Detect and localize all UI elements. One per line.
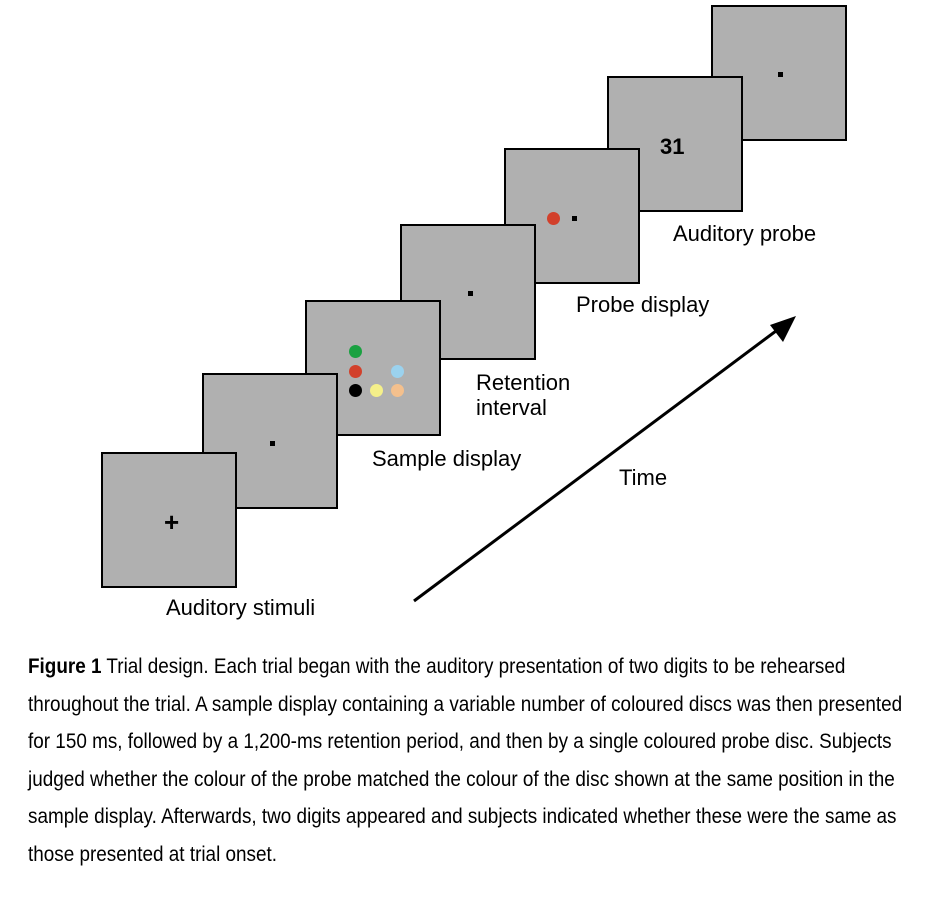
- fixation-cross: +: [164, 507, 180, 537]
- caption-title: Figure 1: [28, 655, 102, 678]
- time-arrow-shaft: [413, 326, 781, 603]
- panel-auditory-stimuli: +: [101, 452, 237, 588]
- sample-disc-black: [349, 384, 362, 397]
- label-retention-line2: interval: [476, 395, 547, 420]
- probe-disc: [547, 212, 560, 225]
- sample-disc-yellow: [370, 384, 383, 397]
- label-auditory-stimuli: Auditory stimuli: [166, 595, 316, 620]
- figure-caption: Figure 1 Trial design. Each trial began …: [28, 648, 928, 873]
- sample-disc-red: [349, 365, 362, 378]
- label-time: Time: [619, 465, 668, 490]
- sample-disc-peach: [391, 384, 404, 397]
- sample-disc-green: [349, 345, 362, 358]
- probe-digits: 31: [660, 134, 685, 159]
- fixation-dot: [572, 216, 577, 221]
- time-arrow-head: [770, 316, 796, 342]
- fixation-dot: [468, 291, 473, 296]
- sample-disc-light-blue: [391, 365, 404, 378]
- fixation-dot: [270, 441, 275, 446]
- caption-text: Trial design. Each trial began with the …: [28, 655, 903, 866]
- label-retention-line1: Retention: [476, 370, 571, 395]
- label-probe-display: Probe display: [576, 292, 710, 317]
- panel-retention-interval: [400, 224, 536, 360]
- fixation-dot: [778, 72, 783, 77]
- label-sample-display: Sample display: [372, 446, 522, 471]
- label-auditory-probe: Auditory probe: [673, 221, 817, 246]
